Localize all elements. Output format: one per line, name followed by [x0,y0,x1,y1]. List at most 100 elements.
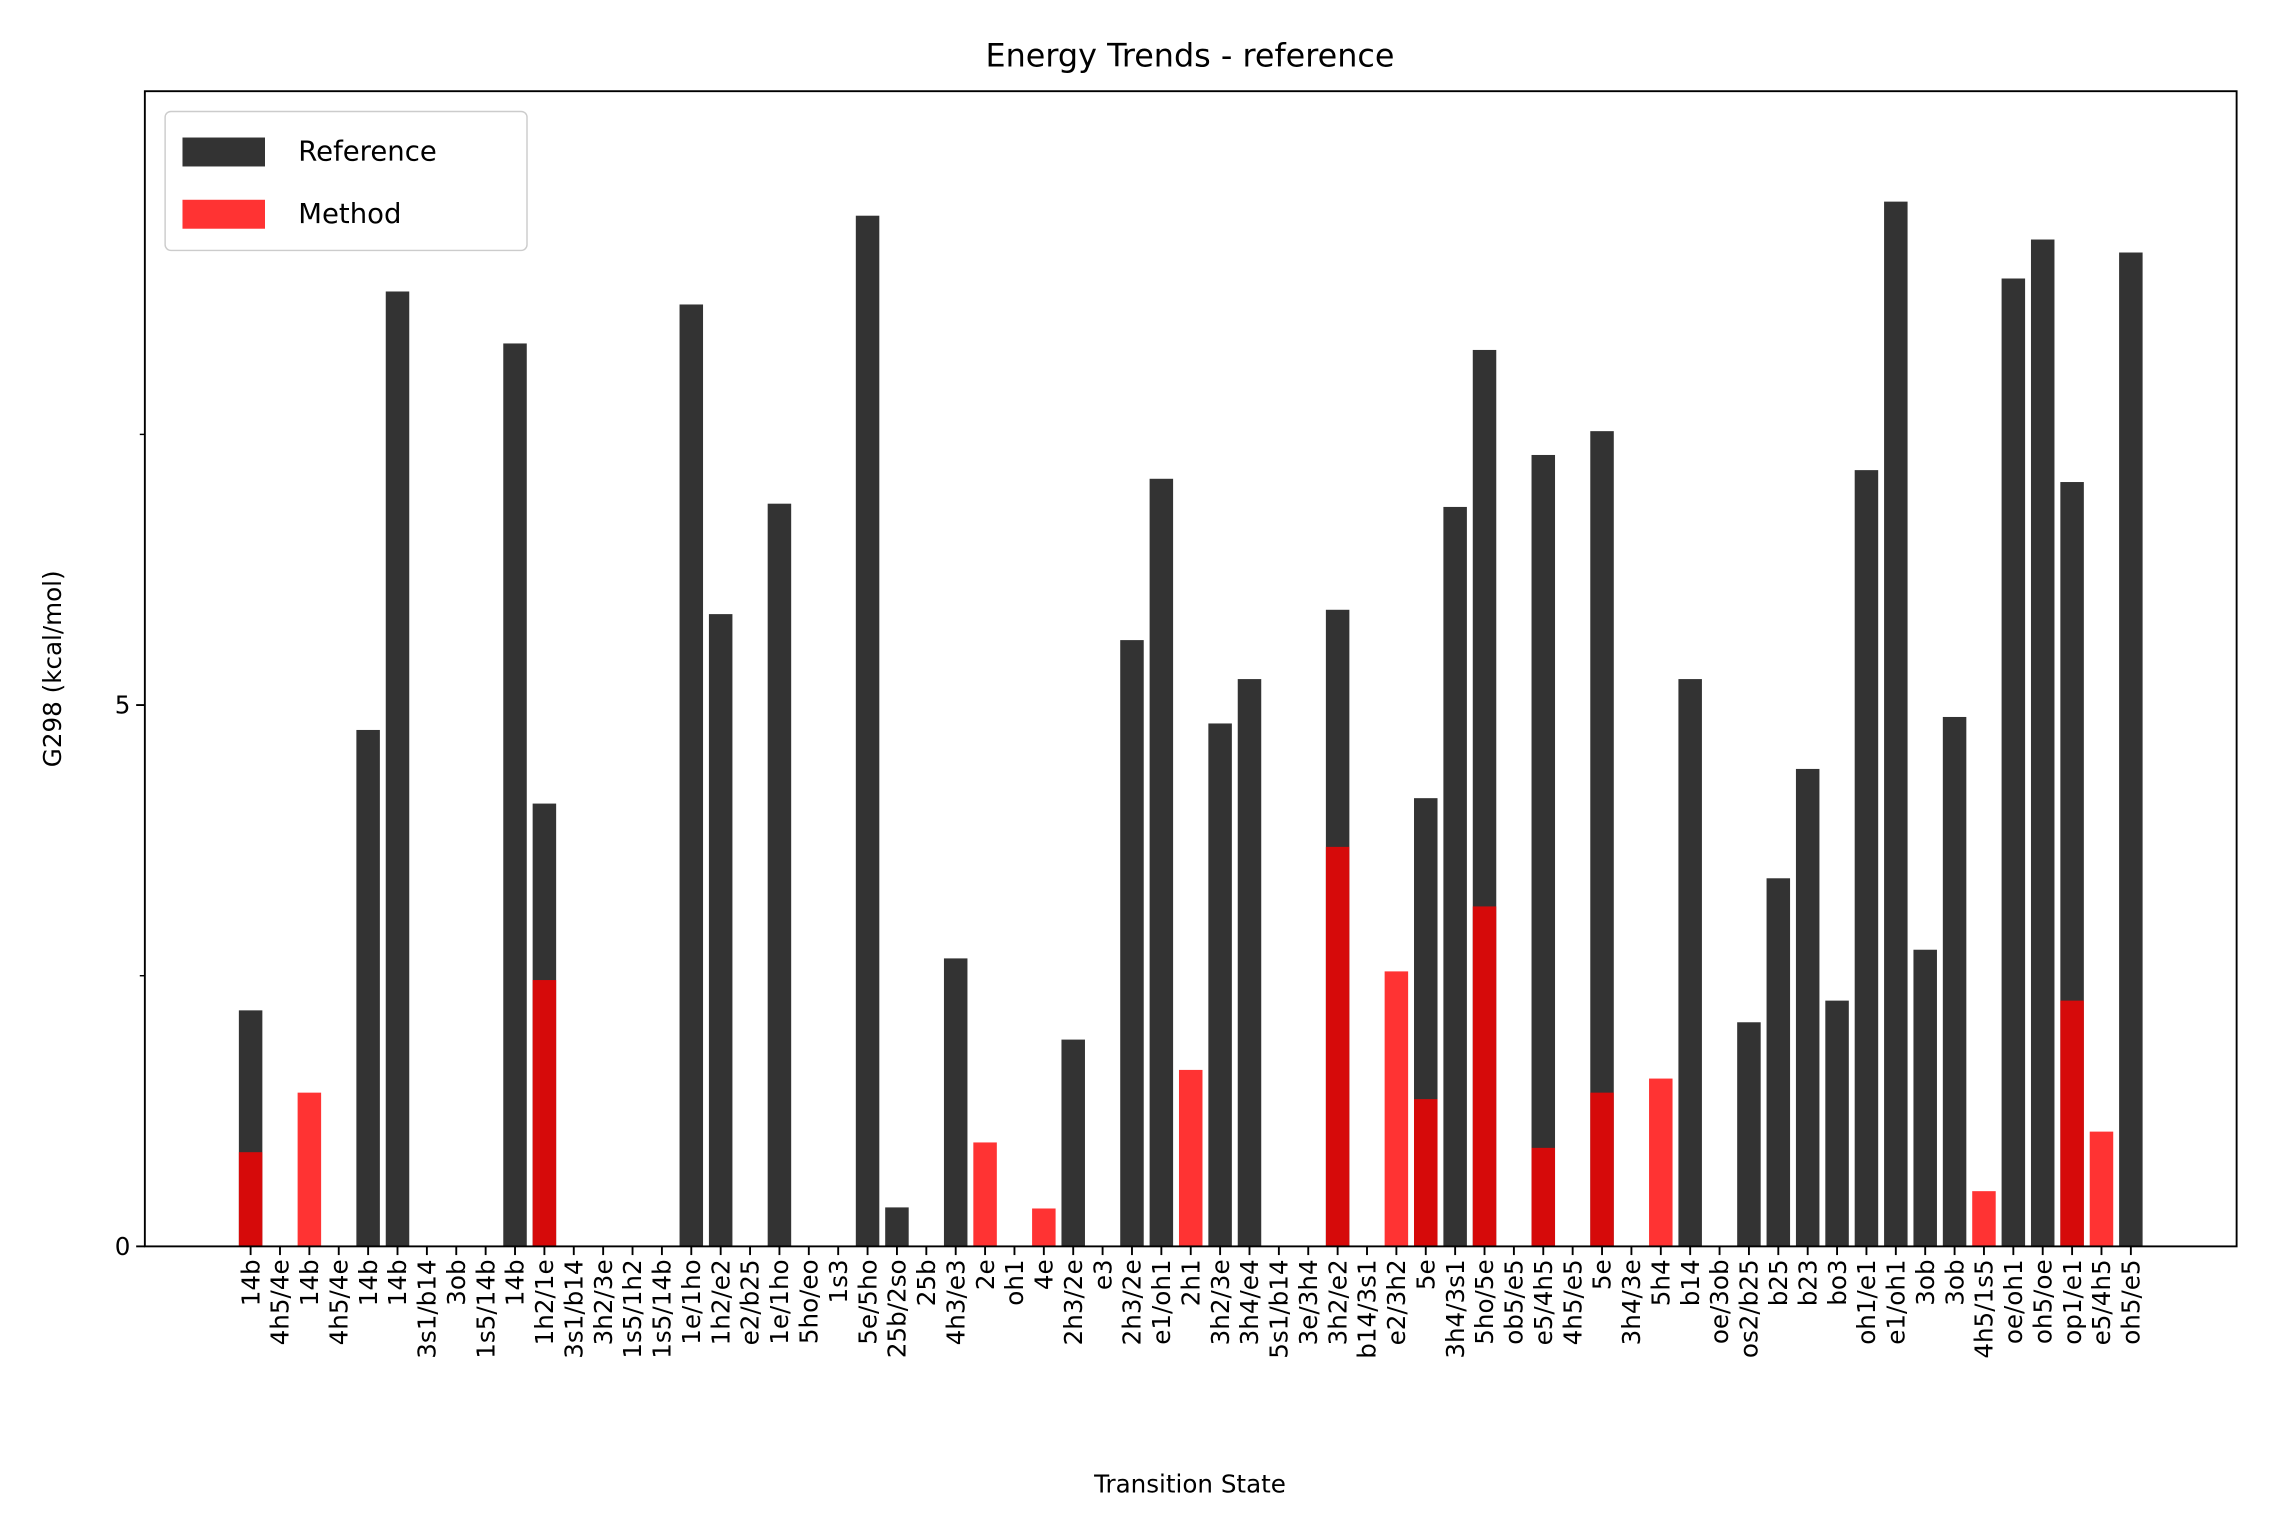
x-tick-label: 2h1 [1176,1259,1205,1306]
x-tick-label: 2e [971,1259,1000,1290]
bar [1590,1092,1614,1247]
bar [238,1152,263,1247]
bar [1384,971,1409,1247]
bar [885,1207,909,1247]
x-tick-label: 14b [383,1259,412,1306]
x-tick-label: e1/oh1 [1147,1259,1176,1344]
x-tick-label: 14b [501,1259,530,1306]
x-tick-label: oh1 [1000,1259,1029,1305]
x-axis-label: Transition State [1093,1469,1286,1498]
x-tick-label: 14b [236,1259,265,1306]
bar [1942,716,1967,1247]
x-tick-label: 3h2/3e [1206,1259,1235,1345]
y-axis-label: G298 (kcal/mol) [38,570,67,767]
x-tick-label: 1h2/e2 [706,1259,735,1345]
bar [1149,478,1174,1247]
x-tick-label: os2/b25 [1735,1259,1764,1358]
legend-label: Reference [298,136,436,168]
bar [1032,1208,1056,1247]
x-tick-label: 5e/5ho [853,1259,882,1344]
x-tick-label: 3h4/e4 [1235,1259,1264,1345]
x-tick-label: 1e/1ho [765,1259,794,1344]
x-tick-label: 3h4/3s1 [1441,1259,1470,1358]
x-tick-label: 3ob [442,1259,471,1305]
bar [2060,1000,2084,1247]
x-tick-label: 3ob [1940,1259,1969,1305]
x-tick-label: 3e/3h4 [1294,1259,1323,1345]
x-tick-label: 1s5/1h2 [618,1259,647,1358]
x-tick-label: oh5/oe [2028,1259,2057,1344]
bar [1854,470,1879,1247]
x-tick-label: 1s5/14b [648,1259,677,1358]
bar [1531,454,1556,1247]
x-tick-label: e5/4h5 [2087,1259,2116,1345]
bar [356,729,380,1247]
x-tick-label: 4h5/4e [324,1259,353,1345]
bar [679,304,704,1247]
bar [532,980,557,1247]
x-tick-label: 3ob [1911,1259,1940,1305]
legend-label: Method [298,198,401,230]
bar [767,503,792,1247]
bar [385,291,410,1247]
x-tick-label: 5e [1411,1259,1440,1290]
x-tick-label: 3s1/b14 [559,1259,588,1358]
x-tick-label: e5/4h5 [1529,1259,1558,1345]
x-tick-label: 3h2/e2 [1323,1259,1352,1345]
x-tick-label: 2h3/2e [1118,1259,1147,1345]
x-tick-label: b23 [1793,1259,1822,1306]
x-tick-label: oe/3ob [1705,1259,1734,1344]
x-tick-label: e2/3h2 [1382,1259,1411,1345]
x-tick-label: 3h2/3e [589,1259,618,1345]
legend-swatch [182,199,265,229]
x-tick-label: 5h4 [1646,1259,1675,1306]
bar [1766,878,1791,1247]
x-tick-label: 3s1/b14 [413,1259,442,1358]
x-tick-label: e1/oh1 [1882,1259,1911,1344]
bar [1590,431,1614,1247]
bar [1325,846,1350,1247]
y-tick-label: 0 [115,1232,131,1261]
bar [2119,252,2143,1247]
x-tick-label: 2h3/2e [1059,1259,1088,1345]
x-tick-label: 5s1/b14 [1265,1259,1294,1358]
x-tick-label: 25b [912,1259,941,1306]
bar [297,1092,322,1247]
x-tick-label: 4e [1030,1259,1059,1290]
bar [1237,679,1262,1247]
bar [1443,506,1467,1247]
x-tick-label: 4h3/e3 [941,1259,970,1345]
x-tick-label: e2/b25 [736,1259,765,1345]
x-tick-label: 5ho/5e [1470,1259,1499,1344]
bar [2030,239,2055,1247]
bar [1120,640,1144,1247]
x-tick-label: 1s5/14b [471,1259,500,1358]
x-tick-label: bo3 [1823,1259,1852,1305]
bar [973,1142,997,1247]
x-tick-label: 1s3 [824,1259,853,1303]
x-tick-label: e3 [1088,1259,1117,1290]
x-tick-label: b14/3s1 [1353,1259,1382,1358]
bar [1531,1147,1556,1247]
x-tick-label: 5ho/eo [794,1259,823,1344]
bar [1472,906,1497,1247]
bar [1649,1078,1673,1247]
bar [1913,949,1937,1247]
x-tick-label: 14b [354,1259,383,1306]
x-tick-label: oh5/e5 [2117,1259,2146,1344]
x-tick-label: ob5/e5 [1500,1259,1529,1344]
bar [2001,278,2026,1247]
bar [1884,201,1908,1247]
x-tick-label: 1h2/1e [530,1259,559,1345]
bar [943,958,968,1247]
bar [1972,1191,1996,1247]
x-tick-label: 5e [1588,1259,1617,1290]
bar [1737,1022,1761,1247]
x-tick-label: 3h4/3e [1617,1259,1646,1345]
x-tick-label: oh1/e1 [1852,1259,1881,1344]
x-tick-label: 4h5/e5 [1558,1259,1587,1345]
legend-swatch [182,137,265,167]
x-tick-label: b25 [1764,1259,1793,1306]
x-tick-label: 4h5/4e [266,1259,295,1345]
bar [2089,1131,2114,1247]
